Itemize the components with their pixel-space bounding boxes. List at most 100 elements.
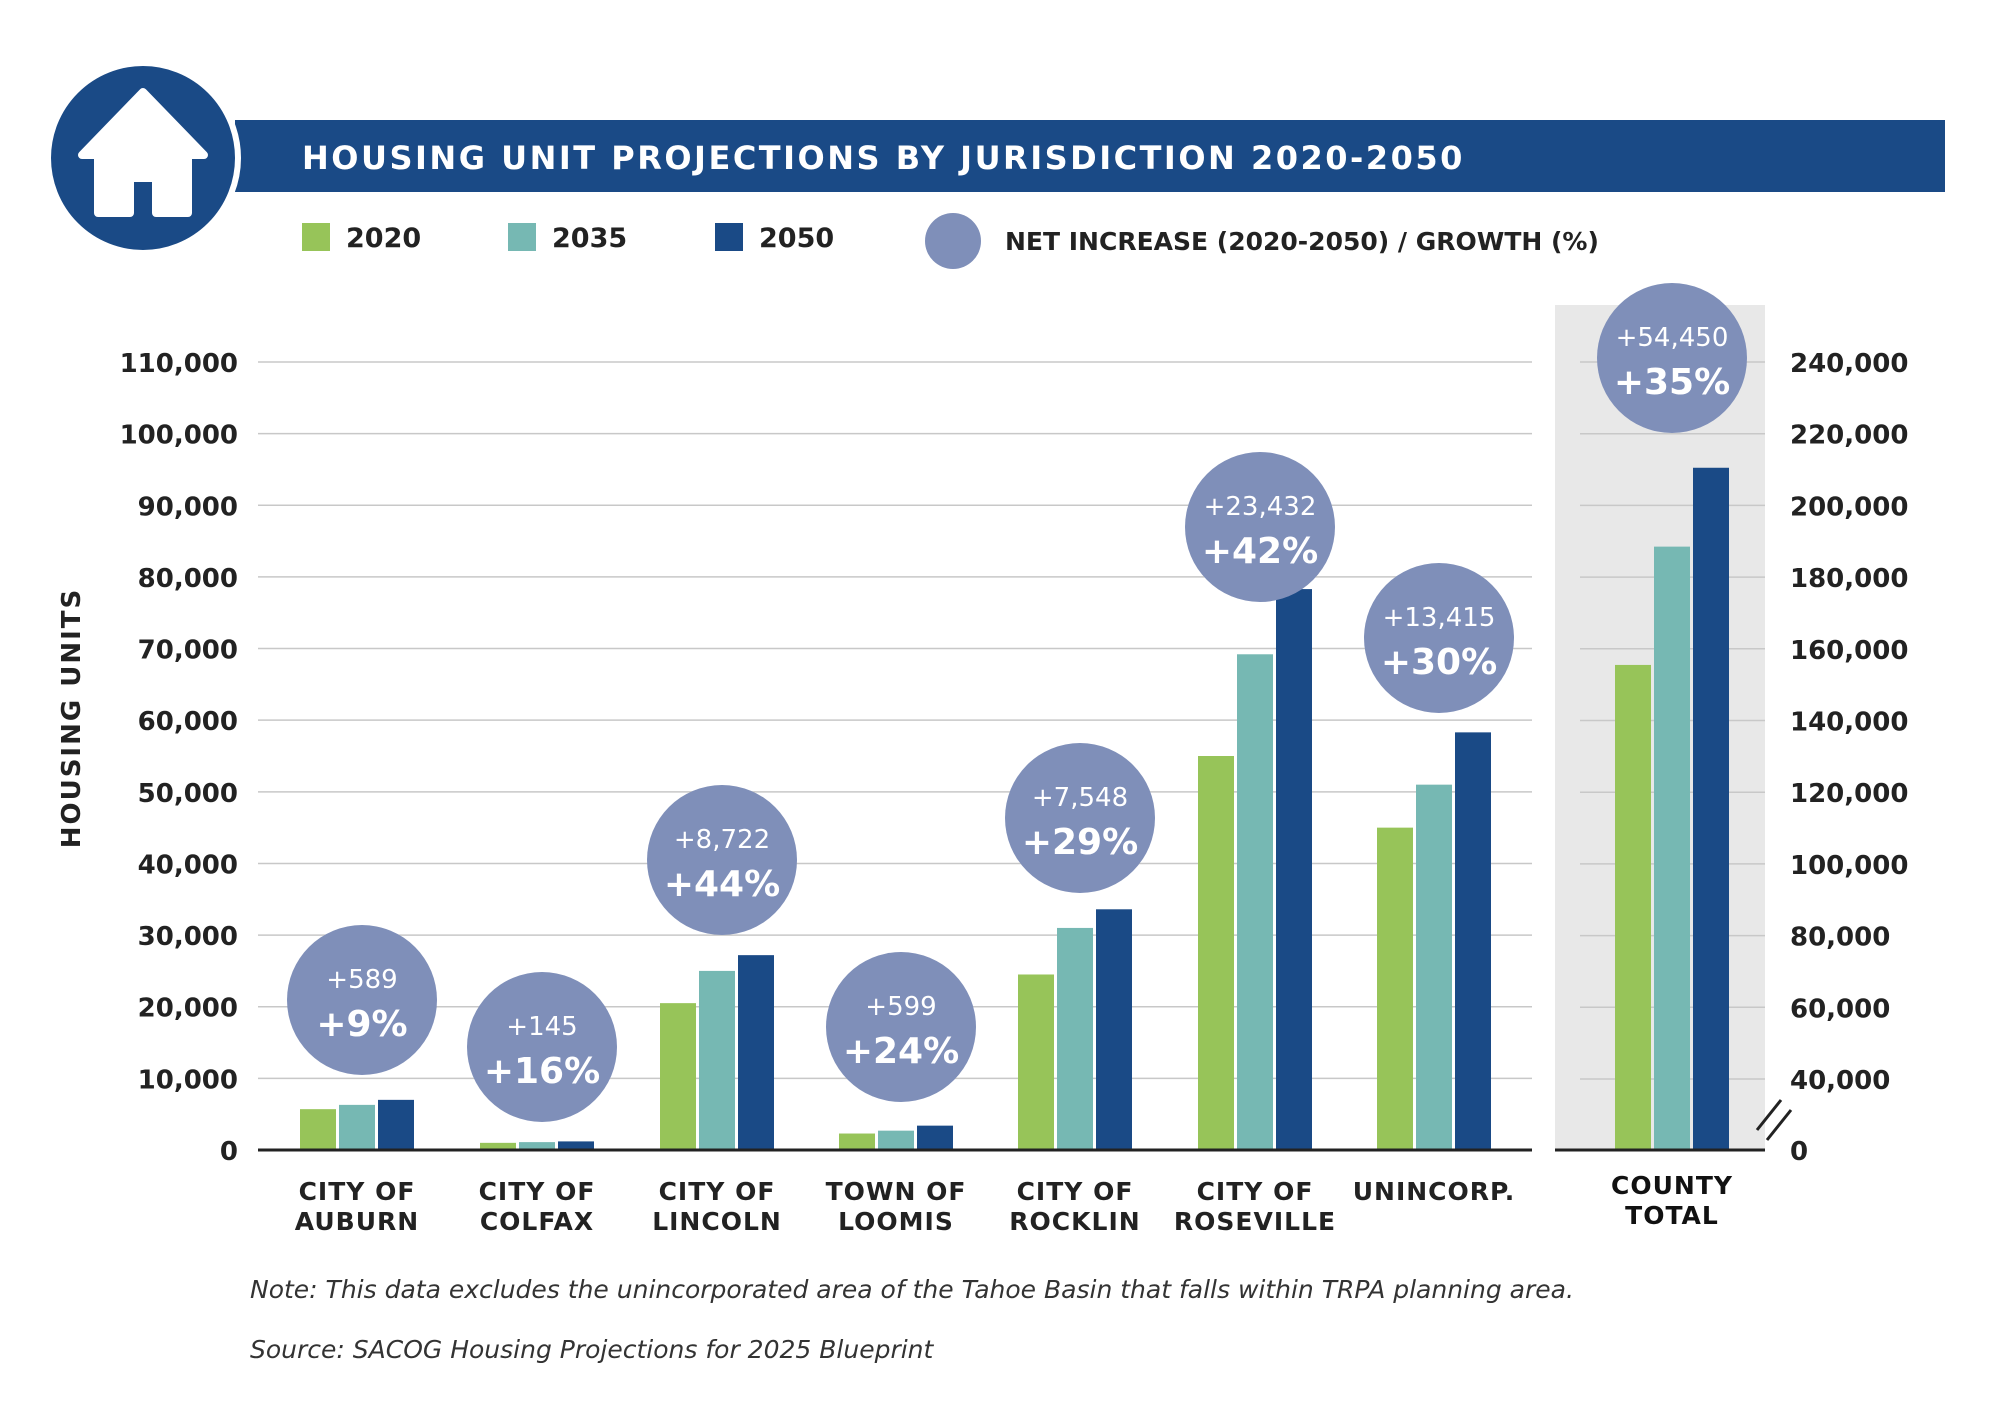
net-increase-circles: +589+9% +145+16%+8,722+44%+599+24%+7,548+… — [287, 283, 1747, 1122]
legend-swatch-2020 — [302, 223, 330, 251]
county-bar-2035 — [1654, 546, 1690, 1150]
net-increase-circle-2: +8,722 +44% — [647, 785, 797, 935]
bar-2035-3 — [878, 1130, 914, 1150]
axis-break-mark — [1755, 1099, 1793, 1141]
x-tick-label: UNINCORP. — [1353, 1177, 1516, 1206]
county-net-increase-circle-growth: +35% — [1614, 362, 1730, 403]
net-increase-circle-0: +589 +9% — [287, 925, 437, 1075]
y2-tick-label: 140,000 — [1790, 708, 1908, 738]
y-tick-label: 90,000 — [138, 492, 238, 522]
x-tick-label: AUBURN — [295, 1207, 419, 1236]
gridlines — [258, 361, 1765, 1080]
bar-2020-6 — [1377, 827, 1413, 1150]
county-x-label: TOTAL — [1625, 1201, 1719, 1230]
source-note: Source: SACOG Housing Projections for 20… — [250, 1335, 934, 1364]
x-tick-label: CITY OF — [659, 1177, 776, 1206]
y2-tick-label: 200,000 — [1790, 492, 1908, 522]
x-tick-label: LINCOLN — [652, 1207, 782, 1236]
legend-swatch-2035 — [508, 223, 536, 251]
legend: 2020 2035 2050 NET INCREASE (2020-2050) / G… — [302, 213, 1599, 269]
net-increase-circle-3: +599 +24% — [826, 952, 976, 1102]
net-increase-circle-4-growth: +29% — [1022, 822, 1138, 863]
y2-tick-label: 180,000 — [1790, 564, 1908, 594]
y-tick-label: 30,000 — [138, 922, 238, 952]
bar-2035-1 — [519, 1142, 555, 1150]
y-axis-ticks: 0 10,000 20,000 30,000 40,000 50,000 60,000 70,… — [120, 349, 238, 1167]
y-tick-label: 110,000 — [120, 349, 238, 379]
x-tick-label: CITY OF — [1197, 1177, 1314, 1206]
net-increase-circle-1-growth: +16% — [484, 1051, 600, 1092]
x-tick-label: ROCKLIN — [1009, 1207, 1140, 1236]
y-tick-label: 50,000 — [138, 779, 238, 809]
bars — [300, 467, 1729, 1150]
legend-label-2020: 2020 — [346, 223, 421, 254]
bar-2020-1 — [480, 1142, 516, 1150]
x-tick-label: CITY OF — [479, 1177, 596, 1206]
net-increase-circle-3-growth: +24% — [843, 1031, 959, 1072]
net-increase-circle-2-growth: +44% — [664, 864, 780, 905]
y-tick-label: 100,000 — [120, 421, 238, 451]
county-net-increase-circle: +54,450 +35% — [1597, 283, 1747, 433]
y-tick-label: 0 — [220, 1137, 238, 1167]
bar-2020-3 — [839, 1133, 875, 1150]
bar-2050-0 — [378, 1099, 414, 1150]
bar-2035-2 — [699, 970, 735, 1150]
y2-tick-label: 240,000 — [1790, 349, 1908, 379]
y2-tick-label: 100,000 — [1790, 851, 1908, 881]
bar-2050-3 — [917, 1125, 953, 1150]
legend-circle-swatch — [925, 213, 981, 269]
y2-tick-label: 40,000 — [1790, 1066, 1890, 1096]
county-net-increase-circle-value: +54,450 — [1616, 323, 1729, 353]
legend-swatch-2050 — [715, 223, 743, 251]
x-tick-label: ROSEVILLE — [1174, 1207, 1336, 1236]
x-tick-label: CITY OF — [299, 1177, 416, 1206]
bar-2020-4 — [1018, 974, 1054, 1150]
net-increase-circle-4: +7,548 +29% — [1005, 743, 1155, 893]
y2-tick-label: 160,000 — [1790, 636, 1908, 666]
bar-2020-2 — [660, 1003, 696, 1150]
net-increase-circle-1: +145 +16% — [467, 972, 617, 1122]
y2-tick-label: 220,000 — [1790, 421, 1908, 451]
bar-2050-1 — [558, 1141, 594, 1150]
bar-2020-0 — [300, 1109, 336, 1150]
x-tick-label: COLFAX — [480, 1207, 594, 1236]
y-tick-label: 40,000 — [138, 850, 238, 880]
net-increase-circle-3-value: +599 — [865, 992, 936, 1022]
net-increase-circle-0-growth: +9% — [316, 1004, 407, 1045]
chart-title: HOUSING UNIT PROJECTIONS BY JURISDICTION… — [302, 139, 1465, 177]
bar-2050-2 — [738, 955, 774, 1150]
bar-2020-5 — [1198, 756, 1234, 1150]
y2-tick-label: 80,000 — [1790, 923, 1890, 953]
y2-tick-label: 120,000 — [1790, 779, 1908, 809]
bar-2035-0 — [339, 1104, 375, 1150]
net-increase-circle-5-growth: +42% — [1202, 531, 1318, 572]
net-increase-circle-5-value: +23,432 — [1204, 492, 1317, 522]
y-axis-label: HOUSING UNITS — [57, 588, 87, 849]
bar-2035-6 — [1416, 784, 1452, 1150]
net-increase-circle-4-value: +7,548 — [1032, 783, 1128, 813]
x-tick-label: CITY OF — [1017, 1177, 1134, 1206]
net-increase-circle-5: +23,432 +42% — [1185, 452, 1335, 602]
bar-2050-5 — [1276, 589, 1312, 1150]
footnote: Note: This data excludes the unincorpora… — [250, 1275, 1574, 1304]
county-x-label: COUNTY — [1611, 1171, 1733, 1200]
x-tick-label: LOOMIS — [838, 1207, 954, 1236]
bar-2050-4 — [1096, 909, 1132, 1150]
net-increase-circle-0-value: +589 — [326, 965, 397, 995]
net-increase-circle-2-value: +8,722 — [674, 825, 770, 855]
y-tick-label: 20,000 — [138, 994, 238, 1024]
y2-tick-label: 0 — [1790, 1137, 1808, 1167]
net-increase-circle-6-growth: +30% — [1381, 642, 1497, 683]
y-tick-label: 80,000 — [138, 564, 238, 594]
house-icon — [45, 60, 241, 256]
bar-2035-5 — [1237, 654, 1273, 1150]
y-tick-label: 70,000 — [138, 636, 238, 666]
net-increase-circle-6: +13,415 +30% — [1364, 563, 1514, 713]
county-bar-2050 — [1693, 467, 1729, 1150]
net-increase-circle-6-value: +13,415 — [1383, 603, 1496, 633]
legend-label-2050: 2050 — [759, 223, 834, 254]
county-bar-2020 — [1615, 664, 1651, 1150]
x-tick-label: TOWN OF — [826, 1177, 967, 1206]
net-increase-circle-1-value: +145 — [506, 1012, 577, 1042]
